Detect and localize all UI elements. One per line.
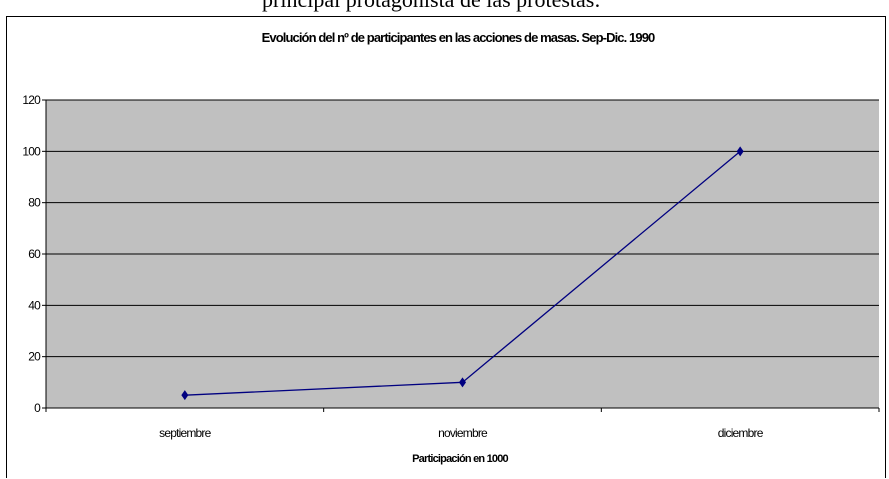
x-tick-label: diciembre	[718, 426, 764, 440]
y-tick-label: 40	[28, 298, 41, 312]
x-tick-label: septiembre	[159, 426, 211, 440]
y-tick-label: 120	[22, 93, 41, 107]
y-tick-label: 80	[28, 196, 41, 210]
cropped-heading-text: principal protagonista de las protestas:	[0, 0, 889, 18]
data-point-marker	[459, 377, 466, 388]
y-tick-label: 20	[28, 350, 41, 364]
y-tick-label: 0	[34, 401, 41, 415]
x-axis-label: Participación en 1000	[412, 453, 508, 465]
data-point-marker	[181, 390, 189, 401]
y-tick-label: 100	[22, 144, 41, 158]
data-point-marker	[736, 146, 744, 157]
series-group	[181, 146, 744, 401]
chart-title: Evolución del nº de participantes en las…	[262, 30, 655, 45]
x-tick-label: noviembre	[438, 426, 488, 440]
cropped-heading-line: principal protagonista de las protestas:	[262, 0, 600, 13]
x-axis-ticks: septiembre noviembre diciembre	[45, 408, 880, 440]
y-tick-label: 60	[28, 247, 41, 261]
y-axis-ticks: 0 20 40 60 80 100 120	[22, 93, 46, 415]
